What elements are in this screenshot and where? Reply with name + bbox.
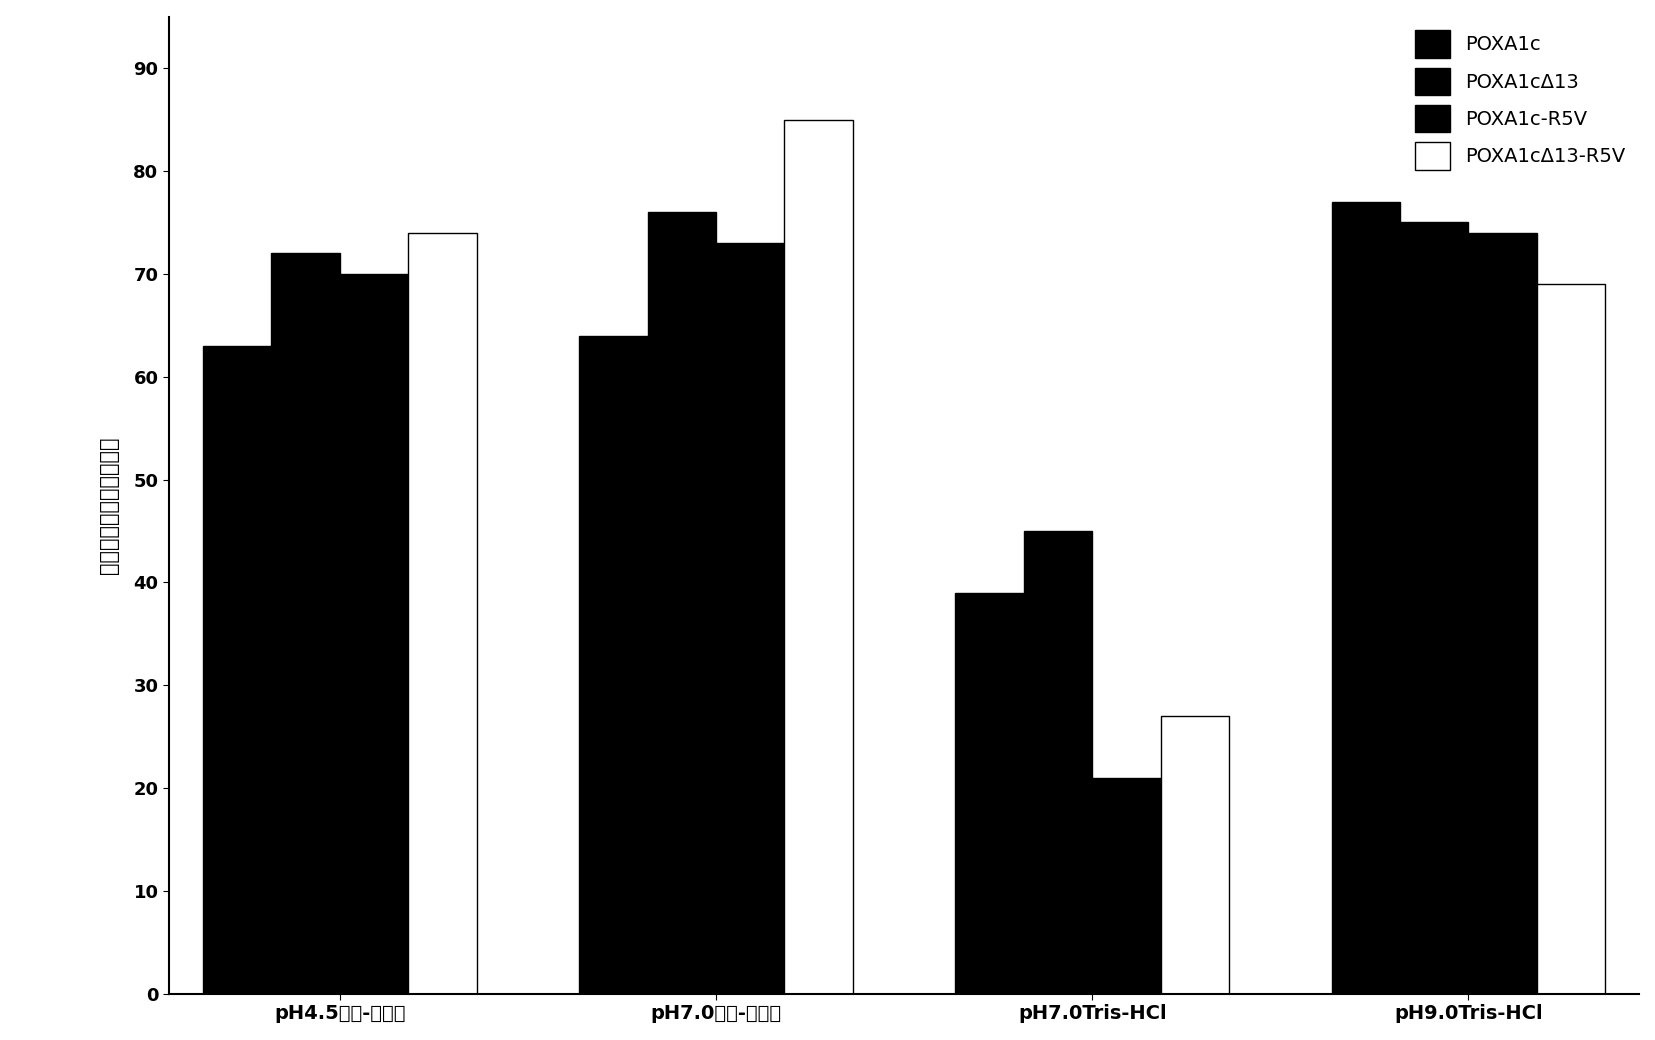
- Bar: [1468, 233, 1536, 994]
- Bar: [647, 212, 715, 994]
- Legend: POXA1c, POXA1cΔ13, POXA1c-R5V, POXA1cΔ13-R5V: POXA1c, POXA1cΔ13, POXA1c-R5V, POXA1cΔ13…: [1407, 23, 1632, 177]
- Y-axis label: 漆酶剩余活性比值（％）: 漆酶剩余活性比值（％）: [99, 437, 119, 574]
- Bar: [1331, 202, 1398, 994]
- Bar: [1092, 778, 1160, 994]
- Bar: [1398, 223, 1468, 994]
- Bar: [339, 274, 409, 994]
- Bar: [784, 120, 852, 994]
- Bar: [409, 233, 477, 994]
- Bar: [715, 243, 784, 994]
- Bar: [1023, 531, 1092, 994]
- Bar: [955, 593, 1023, 994]
- Bar: [271, 254, 339, 994]
- Bar: [579, 336, 647, 994]
- Bar: [204, 346, 271, 994]
- Bar: [1536, 284, 1604, 994]
- Bar: [1160, 717, 1228, 994]
